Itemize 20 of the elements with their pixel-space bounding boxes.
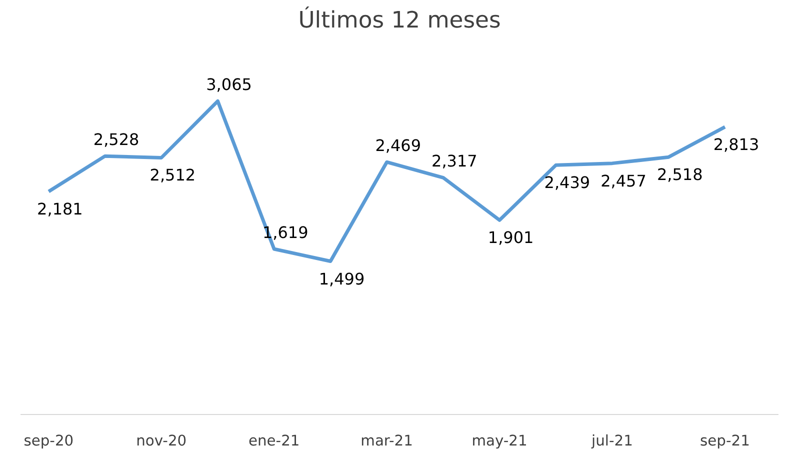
data-label: 2,518 bbox=[656, 165, 703, 184]
x-tick-label: sep-20 bbox=[24, 432, 74, 450]
data-label: 2,439 bbox=[544, 173, 590, 192]
data-label: 3,065 bbox=[206, 75, 252, 94]
data-label: 2,317 bbox=[432, 152, 478, 171]
x-tick-label: may-21 bbox=[472, 432, 528, 450]
x-tick-label: nov-20 bbox=[136, 432, 187, 450]
data-label: 2,469 bbox=[375, 136, 421, 156]
data-label: 1,499 bbox=[318, 269, 365, 288]
data-label: 1,901 bbox=[488, 228, 534, 248]
data-label: 2,181 bbox=[37, 200, 83, 219]
x-tick-label: sep-21 bbox=[700, 432, 750, 450]
x-tick-label: jul-21 bbox=[590, 432, 633, 450]
data-label: 2,813 bbox=[713, 134, 760, 154]
chart-title: Últimos 12 meses bbox=[298, 6, 501, 34]
data-label: 2,528 bbox=[93, 130, 140, 150]
x-tick-label: mar-21 bbox=[360, 432, 413, 450]
data-label: 2,512 bbox=[150, 166, 196, 185]
data-label: 2,457 bbox=[600, 171, 646, 190]
x-tick-label: ene-21 bbox=[248, 432, 300, 450]
